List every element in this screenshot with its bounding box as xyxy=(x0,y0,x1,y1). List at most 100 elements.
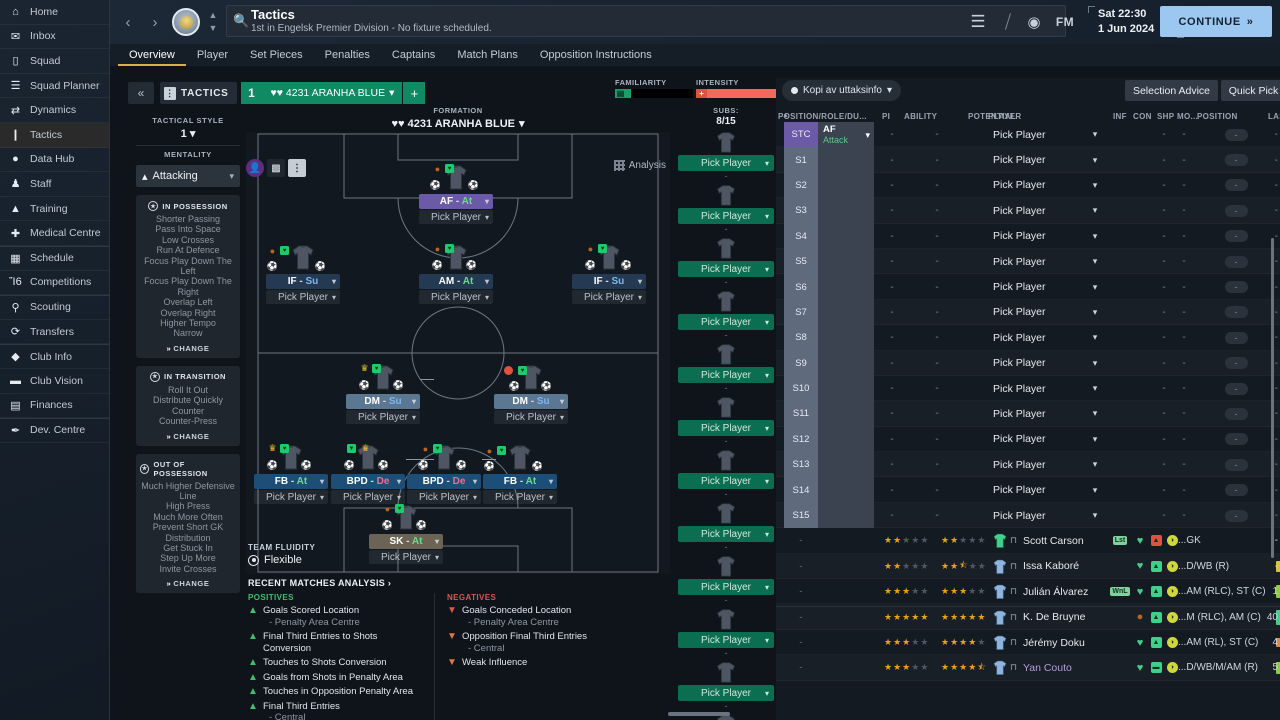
row-pick-player[interactable]: Pick Player xyxy=(993,357,1046,370)
selection-row[interactable]: S1 - - Pick Player ▾ - - - - xyxy=(776,147,1280,173)
chevron-down-icon[interactable]: ▾ xyxy=(1092,459,1098,470)
selection-row[interactable]: S15 - - Pick Player ▾ - - - - xyxy=(776,502,1280,529)
selection-row[interactable]: S4 - - Pick Player ▾ - - - - xyxy=(776,223,1280,249)
sidebar-item-dev-centre[interactable]: ✒ Dev. Centre xyxy=(0,418,109,443)
row-position-label[interactable]: S2 xyxy=(784,172,818,199)
sub-pick-player-selector[interactable]: Pick Player ▾ xyxy=(678,208,774,224)
selection-row[interactable]: S14 - - Pick Player ▾ - - - - xyxy=(776,477,1280,503)
sidebar-item-scouting[interactable]: ⚲ Scouting xyxy=(0,295,109,320)
row-pick-player[interactable]: Pick Player xyxy=(993,484,1046,497)
sidebar-item-club-vision[interactable]: ▬ Club Vision xyxy=(0,369,109,394)
row-role-cell[interactable] xyxy=(818,502,874,529)
role-selector[interactable]: BPD - De ▾ xyxy=(331,474,405,489)
sub-pick-player-selector[interactable]: Pick Player ▾ xyxy=(678,261,774,277)
sub-pick-player-selector[interactable]: Pick Player ▾ xyxy=(678,155,774,171)
sidebar-item-squad-planner[interactable]: ☰ Squad Planner xyxy=(0,74,109,99)
row-pick-player[interactable]: Pick Player xyxy=(993,382,1046,395)
player-name[interactable]: Yan Couto xyxy=(1023,661,1072,674)
row-role-cell[interactable] xyxy=(818,401,874,427)
chevron-down-icon[interactable]: ▾ xyxy=(1092,433,1098,444)
pen-icon[interactable]: ╱ xyxy=(1002,13,1014,30)
chevron-down-icon[interactable]: ▾ xyxy=(1092,408,1098,419)
sidebar-item-finances[interactable]: ▤ Finances xyxy=(0,394,109,419)
sidebar-item-club-info[interactable]: ◆ Club Info xyxy=(0,344,109,369)
formation-dropdown[interactable]: ♥♥ 4231 ARANHA BLUE ▾ xyxy=(246,117,670,131)
sub-pick-player-selector[interactable]: Pick Player ▾ xyxy=(678,473,774,489)
player-view-icon[interactable]: 👤 xyxy=(246,159,264,177)
row-pick-player[interactable]: Pick Player xyxy=(993,154,1046,167)
alert-icon[interactable]: ⋮ xyxy=(288,159,306,177)
pitch-player-slot-if-1[interactable]: ● ♥ ⚽ ⚽ IF - Su ▾ Pick Player ▾ xyxy=(266,244,340,304)
sidebar-item-schedule[interactable]: ▦ Schedule xyxy=(0,245,109,271)
analysis-button[interactable]: Analysis xyxy=(613,160,666,171)
selection-advice-button[interactable]: Selection Advice xyxy=(1125,80,1218,101)
change-button[interactable]: » CHANGE xyxy=(140,344,236,353)
continue-button[interactable]: CONTINUE » xyxy=(1160,6,1272,37)
pitch-player-slot-sk-10[interactable]: ● ♥ ⚽ ⚽ SK - At ▾ Pick Player ▾ xyxy=(369,504,443,564)
role-selector[interactable]: DM - Su ▾ xyxy=(494,394,568,409)
row-role-cell[interactable] xyxy=(818,198,874,224)
role-selector[interactable]: FB - At ▾ xyxy=(483,474,557,489)
tab-opposition-instructions[interactable]: Opposition Instructions xyxy=(539,49,652,61)
sidebar-item-staff[interactable]: ♟ Staff xyxy=(0,172,109,197)
selection-row[interactable]: S6 - - Pick Player ▾ - - - - xyxy=(776,274,1280,300)
tab-player[interactable]: Player xyxy=(196,49,229,61)
row-position-label[interactable]: S11 xyxy=(784,401,818,427)
row-role-cell[interactable] xyxy=(818,477,874,503)
sub-pick-player-selector[interactable]: Pick Player ▾ xyxy=(678,579,774,595)
player-row[interactable]: - ★ ★ ★ ★ ★ ★ ★ ★ ★ ★ ⊓ Jérémy Doku ♥ ▲ ◑ ...AM (RL), ST… xyxy=(776,630,1280,655)
selection-row[interactable]: STC AF Attack ▾ - - Pick Player ▾ - - - - xyxy=(776,122,1280,148)
chevron-down-icon[interactable]: ▾ xyxy=(1092,179,1098,190)
row-position-label[interactable]: S12 xyxy=(784,426,818,453)
sidebar-item-transfers[interactable]: ⟳ Transfers xyxy=(0,320,109,345)
player-name[interactable]: Scott Carson xyxy=(1023,534,1084,547)
tab-penalties[interactable]: Penalties xyxy=(324,49,370,61)
row-pick-player[interactable]: Pick Player xyxy=(993,128,1046,141)
selection-row[interactable]: S2 - - Pick Player ▾ - - - - xyxy=(776,172,1280,199)
chevron-down-icon[interactable]: ▾ xyxy=(1092,357,1098,368)
player-row[interactable]: - ★ ★ ★ ★ ★ ★ ★ ★ ★ ★ ⊓ K. De Bruyne ● ▲ ◑ ...M (RLC), A… xyxy=(776,604,1280,629)
pitch-player-slot-if-3[interactable]: ● ♥ ⚽ ⚽ IF - Su ▾ Pick Player ▾ xyxy=(572,244,646,304)
pitch-player-slot-dm-5[interactable]: ♥ ⚽ ⚽ DM - Su ▾ Pick Player ▾ xyxy=(494,364,568,424)
sub-slot-1[interactable]: Pick Player ▾ - xyxy=(678,131,774,181)
tactical-style-value[interactable]: 1 ▾ xyxy=(136,127,240,146)
pick-player-selector[interactable]: Pick Player ▾ xyxy=(346,410,420,424)
pitch-player-slot-bpd-7[interactable]: ▼ ♛ ⚽ ⚽ BPD - De ▾ Pick Player ▾ xyxy=(331,443,405,504)
selection-row[interactable]: S12 - - Pick Player ▾ - - - - xyxy=(776,426,1280,453)
chevron-down-icon[interactable]: ▾ xyxy=(1092,383,1098,394)
sub-slot-4[interactable]: Pick Player ▾ - xyxy=(678,290,774,340)
sub-slot-12[interactable]: Pick Player▾- xyxy=(678,714,774,720)
sub-slot-7[interactable]: Pick Player ▾ - xyxy=(678,449,774,499)
row-pick-player[interactable]: Pick Player xyxy=(993,509,1046,522)
tab-overview[interactable]: Overview xyxy=(118,46,186,66)
selection-row[interactable]: S9 - - Pick Player ▾ - - - - xyxy=(776,350,1280,376)
chevron-down-icon[interactable]: ▾ xyxy=(1092,281,1098,292)
row-pick-player[interactable]: Pick Player xyxy=(993,179,1046,192)
player-name[interactable]: K. De Bruyne xyxy=(1023,611,1086,624)
sidebar-item-medical-centre[interactable]: ✚ Medical Centre xyxy=(0,221,109,246)
row-position-label[interactable]: S10 xyxy=(784,375,818,402)
row-pick-player[interactable]: Pick Player xyxy=(993,407,1046,420)
row-pick-player[interactable]: Pick Player xyxy=(993,281,1046,294)
row-pick-player[interactable]: Pick Player xyxy=(993,230,1046,243)
quick-pick-button[interactable]: Quick Pick xyxy=(1221,80,1280,101)
row-position-label[interactable]: S5 xyxy=(784,248,818,275)
chevron-down-icon[interactable]: ▾ xyxy=(1092,484,1098,495)
sidebar-item-competitions[interactable]: Ἴ6 Competitions xyxy=(0,271,109,296)
chevron-down-icon[interactable]: ▾ xyxy=(1092,510,1098,521)
club-switch-stepper[interactable]: ▲ ▼ xyxy=(208,10,218,33)
role-selector[interactable]: FB - At ▾ xyxy=(254,474,328,489)
player-row[interactable]: - ★ ★ ★ ★ ★ ★ ★ ★ ★ ⯪ ⊓ Yan Couto ♥ ▬ ◑ ...D/WB/M/AM (R)… xyxy=(776,655,1280,680)
selection-row[interactable]: S7 - - Pick Player ▾ - - - - xyxy=(776,299,1280,326)
sidebar-item-inbox[interactable]: ✉ Inbox xyxy=(0,25,109,50)
sub-slot-5[interactable]: Pick Player ▾ - xyxy=(678,343,774,393)
sidebar-item-training[interactable]: ▲ Training xyxy=(0,197,109,222)
sidebar-item-tactics[interactable]: ❙ Tactics xyxy=(0,122,109,148)
row-pick-player[interactable]: Pick Player xyxy=(993,458,1046,471)
tactic-name-dropdown[interactable]: ♥♥ 4231 ARANHA BLUE ▾ xyxy=(262,82,403,104)
sidebar-item-data-hub[interactable]: ● Data Hub xyxy=(0,148,109,173)
sub-slot-2[interactable]: Pick Player ▾ - xyxy=(678,184,774,234)
row-position-label[interactable]: S14 xyxy=(784,477,818,503)
sub-slot-6[interactable]: Pick Player ▾ - xyxy=(678,396,774,446)
selection-row[interactable]: S13 - - Pick Player ▾ - - - - xyxy=(776,452,1280,478)
